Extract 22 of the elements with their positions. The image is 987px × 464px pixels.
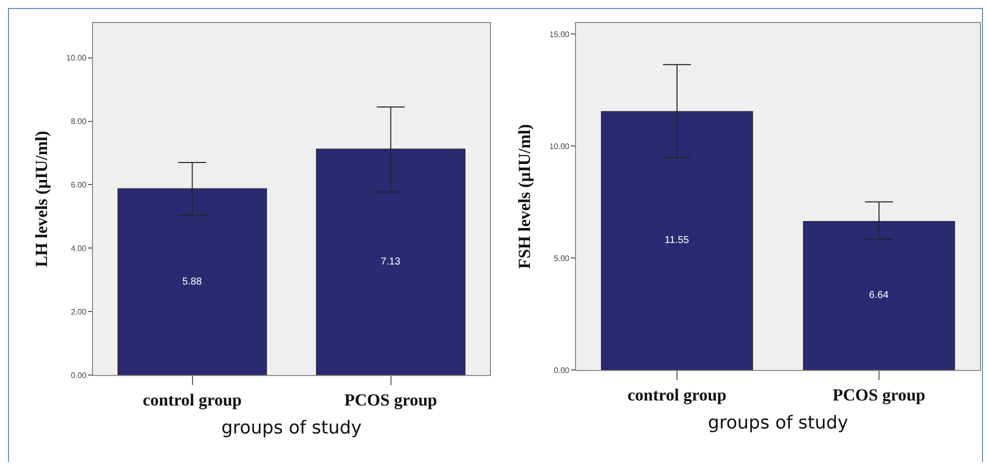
y-tick-label: 0.00 xyxy=(554,366,570,375)
x-tick-label: control group xyxy=(627,385,727,404)
y-tick-label: 15.00 xyxy=(549,30,570,39)
y-axis-title: LH levels (µIU/ml) xyxy=(32,130,51,268)
y-tick-label: 2.00 xyxy=(70,307,87,316)
x-tick-label: PCOS group xyxy=(344,390,438,410)
data-label: 11.55 xyxy=(664,235,690,246)
y-tick-label: 6.00 xyxy=(70,180,87,190)
y-tick-label: 5.00 xyxy=(554,254,570,263)
y-tick-label: 8.00 xyxy=(70,117,87,126)
data-label: 6.64 xyxy=(869,290,889,302)
y-tick-label: 10.00 xyxy=(549,142,570,151)
data-label: 5.88 xyxy=(182,276,202,288)
y-axis-title: FSH levels (µIU/ml) xyxy=(514,124,534,269)
x-axis-title: groups of study xyxy=(221,418,362,438)
y-tick-label: 10.00 xyxy=(66,54,87,63)
y-tick-label: 0.00 xyxy=(70,370,87,380)
data-label: 7.13 xyxy=(380,256,401,268)
x-tick-label: PCOS group xyxy=(832,385,926,404)
x-axis-title: groups of study xyxy=(708,412,849,434)
x-tick-label: control group xyxy=(142,390,242,410)
y-tick-label: 4.00 xyxy=(70,244,87,253)
